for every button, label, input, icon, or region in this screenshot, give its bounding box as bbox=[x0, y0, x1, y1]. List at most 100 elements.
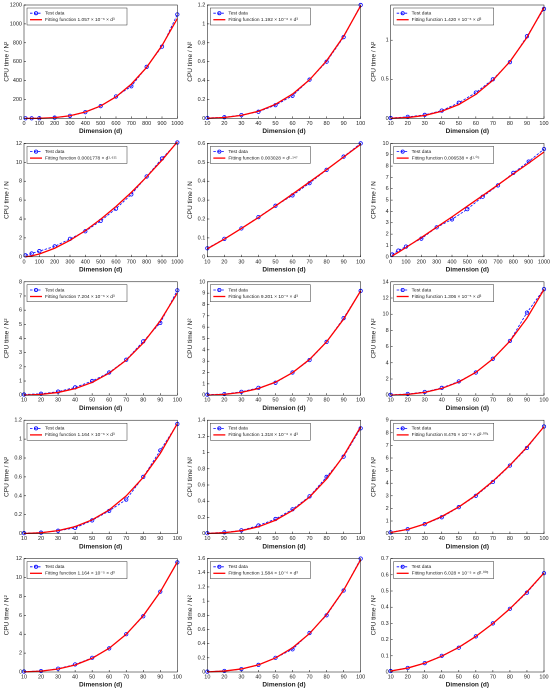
y-tick-label: 2 bbox=[386, 506, 389, 512]
y-tick-label: 6 bbox=[386, 186, 389, 192]
x-tick-label: 10 bbox=[204, 121, 210, 127]
y-axis-label: CPU time / N² bbox=[187, 456, 194, 497]
x-tick-label: 50 bbox=[272, 121, 278, 127]
series-line bbox=[207, 426, 362, 535]
y-axis-label: CPU time / N bbox=[4, 181, 11, 219]
x-tick-label: 80 bbox=[507, 121, 513, 127]
y-tick-label: 0 bbox=[19, 531, 22, 537]
y-tick-label: 0.4 bbox=[198, 499, 206, 505]
y-tick-label: 6 bbox=[19, 613, 22, 619]
x-tick-label: 50 bbox=[272, 536, 278, 542]
y-tick-label: 0.6 bbox=[198, 59, 206, 65]
series-line bbox=[390, 426, 545, 533]
y-tick-label: 1 bbox=[19, 378, 22, 384]
x-tick-label: 30 bbox=[422, 536, 428, 542]
legend-marker bbox=[34, 149, 39, 154]
x-axis-label: Dimension (d) bbox=[262, 267, 305, 274]
y-tick-label: 1 bbox=[202, 21, 205, 27]
y-axis-label: CPU time / N² bbox=[187, 594, 194, 635]
data-point bbox=[290, 370, 295, 375]
legend-label: Fitting function 0.006538 × d¹·⁰⁵ bbox=[412, 155, 480, 161]
x-tick-label: 30 bbox=[238, 121, 244, 127]
x-tick-label: 600 bbox=[111, 259, 120, 265]
y-tick-label: 0.3 bbox=[381, 621, 389, 627]
x-tick-label: 50 bbox=[456, 674, 462, 680]
y-tick-label: 0.4 bbox=[14, 493, 22, 499]
y-axis-label: CPU time / N² bbox=[4, 594, 11, 635]
x-axis-label: Dimension (d) bbox=[446, 128, 489, 135]
data-point bbox=[449, 217, 455, 222]
y-tick-label: 4 bbox=[19, 632, 22, 638]
y-tick-label: 0 bbox=[386, 254, 389, 260]
y-axis-label: CPU time / N² bbox=[4, 318, 11, 359]
x-tick-label: 40 bbox=[439, 398, 445, 404]
y-axis-label: CPU time / N² bbox=[4, 41, 11, 82]
data-point bbox=[490, 356, 495, 361]
x-tick-label: 60 bbox=[473, 674, 479, 680]
x-tick-label: 90 bbox=[157, 536, 163, 542]
x-tick-label: 80 bbox=[324, 674, 330, 680]
y-tick-label: 7 bbox=[19, 293, 22, 299]
x-tick-label: 1000 bbox=[171, 121, 183, 127]
y-tick-label: 10 bbox=[199, 279, 205, 285]
x-tick-label: 50 bbox=[456, 536, 462, 542]
y-tick-label: 0 bbox=[386, 393, 389, 399]
series-line bbox=[207, 559, 362, 673]
series-line bbox=[390, 288, 545, 396]
x-tick-label: 90 bbox=[341, 121, 347, 127]
x-tick-label: 20 bbox=[221, 674, 227, 680]
y-tick-label: 6 bbox=[202, 325, 205, 331]
legend-label: Fitting function 0.003028 × d¹·¹⁴⁷ bbox=[228, 155, 298, 161]
y-tick-label: 8 bbox=[386, 430, 389, 436]
legend-label: Fitting function 9.201 × 10⁻⁶ × d³ bbox=[228, 294, 298, 300]
x-tick-label: 100 bbox=[356, 536, 365, 542]
legend-marker bbox=[34, 564, 39, 569]
legend-label: Fitting function 1.164 × 10⁻⁶ × d³ bbox=[45, 432, 115, 438]
y-tick-label: 0 bbox=[386, 669, 389, 675]
y-tick-label: 12 bbox=[383, 295, 389, 301]
y-axis-label: CPU time / N bbox=[370, 181, 377, 219]
x-tick-label: 500 bbox=[463, 259, 472, 265]
x-tick-label: 200 bbox=[417, 259, 426, 265]
x-tick-label: 100 bbox=[356, 121, 365, 127]
legend-marker bbox=[217, 11, 222, 16]
legend-label: Fitting function 1.306 × 10⁻⁵ × d³ bbox=[412, 294, 482, 300]
y-tick-label: 4 bbox=[386, 209, 389, 215]
y-tick-label: 10 bbox=[16, 575, 22, 581]
legend-box bbox=[210, 423, 311, 441]
y-tick-label: 1000 bbox=[10, 21, 22, 27]
x-tick-label: 20 bbox=[221, 398, 227, 404]
x-tick-label: 90 bbox=[157, 674, 163, 680]
x-tick-label: 100 bbox=[173, 536, 182, 542]
plot-frame bbox=[207, 281, 361, 396]
y-tick-label: 3 bbox=[202, 359, 205, 365]
x-tick-label: 70 bbox=[490, 398, 496, 404]
x-tick-label: 90 bbox=[341, 259, 347, 265]
x-tick-label: 50 bbox=[456, 121, 462, 127]
x-tick-label: 900 bbox=[157, 121, 166, 127]
x-tick-label: 30 bbox=[422, 398, 428, 404]
series-line bbox=[390, 8, 545, 119]
x-tick-label: 80 bbox=[324, 398, 330, 404]
series-line bbox=[391, 151, 545, 257]
x-tick-label: 40 bbox=[255, 398, 261, 404]
x-tick-label: 100 bbox=[356, 674, 365, 680]
x-tick-label: 20 bbox=[405, 536, 411, 542]
data-point bbox=[141, 614, 146, 619]
y-tick-label: 1.2 bbox=[198, 584, 206, 590]
legend-marker bbox=[217, 149, 222, 154]
y-tick-label: 4 bbox=[386, 481, 389, 487]
legend-box bbox=[393, 7, 494, 26]
plot-frame bbox=[390, 281, 545, 396]
x-tick-label: 20 bbox=[38, 398, 44, 404]
x-tick-label: 100 bbox=[539, 674, 548, 680]
x-tick-label: 70 bbox=[306, 259, 312, 265]
y-tick-label: 0.3 bbox=[198, 198, 206, 204]
data-point bbox=[507, 463, 513, 468]
x-tick-label: 300 bbox=[65, 259, 74, 265]
y-tick-label: 0.8 bbox=[198, 613, 206, 619]
series-line bbox=[23, 423, 178, 535]
y-tick-label: 8 bbox=[386, 164, 389, 170]
legend-box bbox=[393, 284, 494, 302]
x-tick-label: 10 bbox=[388, 536, 394, 542]
